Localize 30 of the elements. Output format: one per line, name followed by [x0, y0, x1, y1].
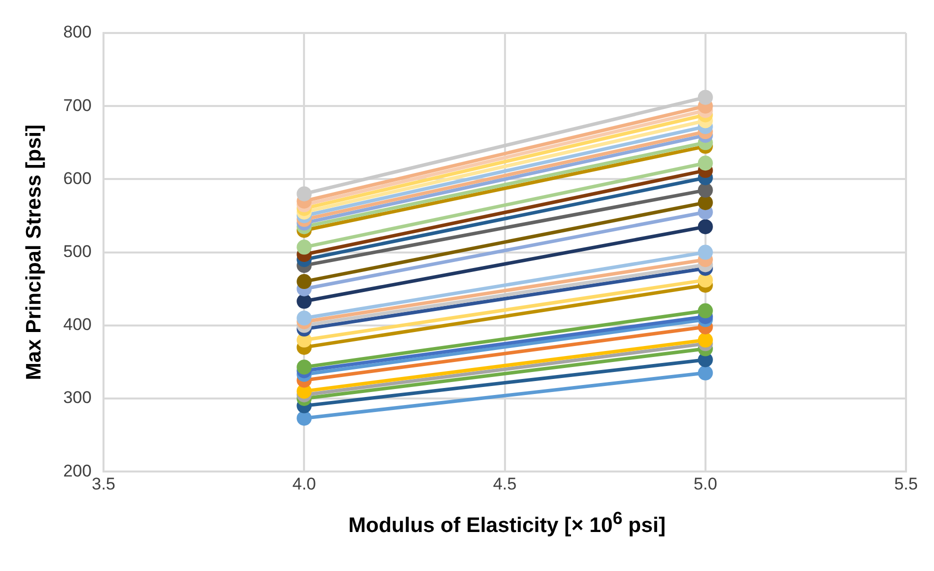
point	[698, 365, 713, 380]
point	[698, 244, 713, 260]
x-tick-label: 5.5	[894, 474, 918, 494]
point	[296, 186, 312, 202]
point	[296, 240, 312, 255]
x-tick-label: 3.5	[92, 474, 116, 494]
y-tick-label: 700	[63, 96, 92, 115]
point	[698, 156, 713, 171]
point	[296, 274, 312, 290]
y-tick-label: 400	[63, 315, 92, 334]
y-tick-label: 200	[63, 461, 92, 480]
point	[296, 310, 312, 326]
point	[698, 182, 713, 198]
y-tick-label: 800	[63, 22, 92, 42]
y-tick-label: 600	[63, 168, 92, 188]
x-tick-label: 5.0	[694, 474, 718, 494]
point	[698, 195, 713, 210]
point	[296, 360, 312, 375]
y-tick-label: 300	[63, 388, 92, 408]
point	[296, 294, 312, 309]
point	[296, 410, 312, 426]
point	[698, 303, 713, 318]
point	[698, 90, 713, 105]
point	[698, 332, 713, 348]
x-tick-label: 4.0	[292, 474, 316, 494]
x-tick-label: 4.5	[492, 474, 517, 494]
point	[698, 219, 713, 234]
y-tick-label: 500	[63, 242, 92, 261]
y-axis-title: Max Principal Stress [psi]	[22, 124, 46, 380]
x-axis-title: Modulus of Elasticity [× 10$^{6}$ psi]	[347, 508, 667, 538]
